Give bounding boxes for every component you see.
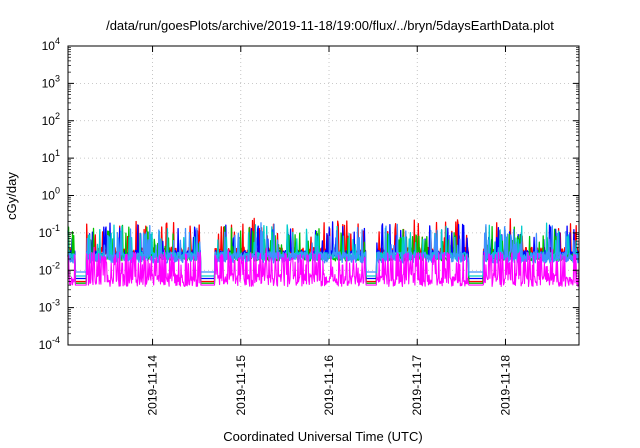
- y-tick-exponent: -4: [52, 335, 60, 345]
- x-tick-label: 2019-11-15: [234, 355, 248, 416]
- y-tick-base: 10: [39, 301, 53, 315]
- grid-lines: [68, 46, 579, 345]
- y-tick-label: 101: [42, 148, 60, 165]
- y-tick-base: 10: [39, 226, 53, 240]
- y-tick-label: 10-2: [39, 260, 60, 277]
- y-tick-base: 10: [39, 338, 53, 352]
- y-tick-label: 10-1: [39, 223, 60, 240]
- y-tick-base: 10: [42, 114, 56, 128]
- y-tick-exponent: -3: [52, 298, 60, 308]
- chart-title: /data/run/goesPlots/archive/2019-11-18/1…: [106, 18, 554, 33]
- y-tick-label: 10-3: [39, 298, 60, 315]
- y-tick-label: 102: [42, 111, 60, 128]
- y-tick-base: 10: [42, 39, 56, 53]
- y-tick-base: 10: [39, 263, 53, 277]
- series-group: [67, 217, 580, 288]
- y-tick-label: 100: [42, 186, 60, 203]
- y-tick-label: 104: [42, 36, 60, 53]
- x-tick-label: 2019-11-18: [498, 355, 512, 416]
- series-line-5: [67, 222, 580, 273]
- y-tick-base: 10: [42, 151, 56, 165]
- y-tick-exponent: -1: [52, 223, 60, 233]
- y-tick-base: 10: [42, 76, 56, 90]
- y-axis-label: cGy/day: [4, 172, 19, 220]
- y-tick-exponent: 2: [55, 111, 60, 121]
- x-axis-label: Coordinated Universal Time (UTC): [223, 429, 422, 444]
- y-tick-exponent: -2: [52, 260, 60, 270]
- x-axis: 2019-11-14 2019-11-15 2019-11-16 2019-11-17…: [146, 46, 512, 416]
- x-tick-label: 2019-11-14: [146, 355, 160, 416]
- y-tick-exponent: 4: [55, 36, 60, 46]
- x-tick-label: 2019-11-16: [322, 355, 336, 416]
- y-tick-exponent: 3: [55, 73, 60, 83]
- y-tick-label: 103: [42, 73, 60, 90]
- x-tick-label: 2019-11-17: [410, 355, 424, 416]
- y-tick-exponent: 1: [55, 148, 60, 158]
- y-tick-label: 10-4: [39, 335, 60, 352]
- series-line-6: [67, 246, 580, 288]
- y-tick-exponent: 0: [55, 186, 60, 196]
- y-tick-base: 10: [42, 189, 56, 203]
